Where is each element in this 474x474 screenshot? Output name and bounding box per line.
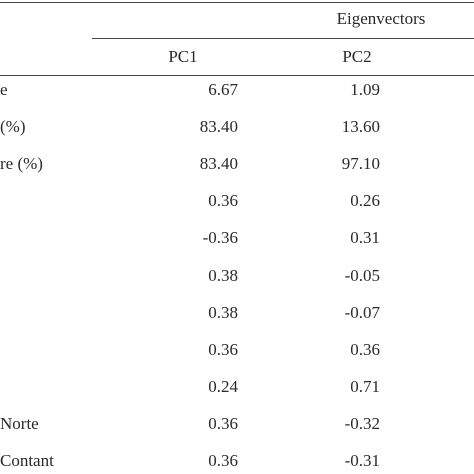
cell-value: 0.36 (208, 339, 238, 359)
cell-value: -0.32 (344, 413, 380, 433)
cell-value: -0.36 (202, 228, 238, 248)
cell-value: 0.38 (208, 265, 238, 285)
cell-value: 1.09 (350, 80, 380, 99)
cell-value: -0.31 (344, 451, 380, 470)
row-label: e (0, 80, 8, 99)
cell-value: 0.36 (208, 451, 238, 470)
cell-value: 0.36 (350, 339, 380, 359)
cell-value: -0.07 (344, 302, 380, 322)
cell-value: 83.40 (199, 154, 238, 174)
cell-value: 0.36 (208, 413, 238, 433)
top-rule (0, 2, 474, 3)
cell-value: 83.40 (199, 117, 238, 137)
group-header: Eigenvectors (336, 9, 426, 28)
cell-value: 97.10 (341, 154, 380, 174)
column-header: PC1 (168, 47, 198, 66)
row-label: Contant (0, 451, 54, 470)
cell-value: 6.67 (208, 80, 238, 99)
group-rule (92, 38, 474, 39)
cell-value: -0.05 (344, 265, 380, 285)
column-header: PC2 (342, 47, 372, 66)
cell-value: 0.31 (350, 228, 380, 248)
cell-value: 0.24 (208, 376, 238, 396)
cell-value: 13.60 (341, 117, 380, 137)
header-rule (0, 75, 474, 76)
row-label: (%) (0, 117, 26, 137)
row-label: re (%) (0, 154, 43, 174)
cell-value: 0.26 (350, 191, 380, 211)
row-label: Norte (0, 413, 39, 433)
cell-value: 0.36 (208, 191, 238, 211)
cell-value: 0.38 (208, 302, 238, 322)
cell-value: 0.71 (350, 376, 380, 396)
